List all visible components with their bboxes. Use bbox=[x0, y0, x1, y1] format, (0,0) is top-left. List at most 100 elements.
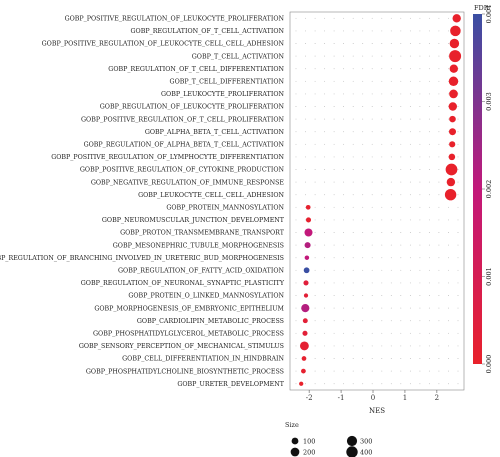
grid-dot bbox=[333, 206, 335, 208]
grid-dot bbox=[295, 219, 297, 221]
grid-dot bbox=[343, 194, 345, 196]
grid-dot bbox=[400, 93, 402, 95]
grid-dot bbox=[390, 307, 392, 309]
grid-dot bbox=[314, 181, 316, 183]
grid-dot bbox=[390, 320, 392, 322]
grid-dot bbox=[305, 194, 306, 196]
grid-dot bbox=[448, 307, 449, 309]
grid-dot bbox=[362, 17, 364, 19]
grid-dot bbox=[324, 383, 326, 385]
grid-dot bbox=[352, 156, 354, 158]
grid-dot bbox=[409, 232, 411, 233]
grid-dot bbox=[295, 80, 297, 82]
grid-dot bbox=[448, 17, 449, 19]
grid-dot bbox=[314, 68, 316, 70]
grid-dot bbox=[419, 307, 421, 309]
grid-dot bbox=[295, 194, 297, 196]
data-point bbox=[299, 381, 304, 386]
grid-dot bbox=[371, 43, 373, 44]
grid-dot bbox=[457, 244, 459, 246]
grid-dot bbox=[324, 43, 326, 44]
grid-dot bbox=[428, 282, 430, 284]
grid-dot bbox=[324, 106, 326, 107]
grid-dot bbox=[428, 295, 430, 296]
grid-dot bbox=[381, 93, 383, 95]
grid-dot bbox=[343, 370, 345, 372]
grid-dot bbox=[400, 80, 402, 82]
grid-dot bbox=[381, 320, 383, 322]
grid-dot bbox=[333, 156, 335, 158]
grid-dot bbox=[419, 17, 421, 19]
category-label: GOBP_NEGATIVE_REGULATION_OF_IMMUNE_RESPO… bbox=[91, 179, 285, 186]
grid-dot bbox=[390, 143, 392, 145]
grid-dot bbox=[352, 383, 354, 385]
grid-dot bbox=[295, 383, 297, 385]
grid-dot bbox=[314, 93, 316, 95]
grid-dot bbox=[438, 383, 440, 385]
grid-dot bbox=[314, 295, 316, 296]
grid-dot bbox=[400, 358, 402, 359]
grid-dot bbox=[314, 206, 316, 208]
grid-dot bbox=[448, 282, 449, 284]
grid-dot bbox=[362, 156, 364, 158]
grid-dot bbox=[428, 232, 430, 233]
grid-dot bbox=[448, 332, 449, 334]
grid-dot bbox=[390, 295, 392, 296]
grid-dot bbox=[400, 320, 402, 322]
grid-dot bbox=[305, 55, 306, 57]
grid-dot bbox=[381, 169, 383, 170]
grid-dot bbox=[362, 269, 364, 271]
grid-dot bbox=[305, 219, 306, 221]
grid-dot bbox=[333, 332, 335, 334]
grid-dot bbox=[428, 307, 430, 309]
grid-dot bbox=[438, 358, 440, 359]
grid-dot bbox=[362, 43, 364, 44]
grid-dot bbox=[390, 332, 392, 334]
grid-dot bbox=[362, 282, 364, 284]
size-legend-label: 400 bbox=[360, 448, 372, 456]
grid-dot bbox=[343, 30, 345, 32]
grid-dot bbox=[295, 17, 297, 19]
grid-dot bbox=[381, 181, 383, 183]
plot-panel bbox=[289, 11, 465, 391]
grid-dot bbox=[390, 30, 392, 32]
grid-dot bbox=[352, 295, 354, 296]
category-label: GOBP_PROTEIN_MANNOSYLATION bbox=[166, 205, 284, 212]
grid-dot bbox=[324, 269, 326, 271]
grid-dot bbox=[448, 295, 449, 296]
size-legend: 100 200 300 400 bbox=[290, 435, 372, 457]
grid-dot bbox=[448, 257, 449, 259]
grid-dot bbox=[371, 93, 373, 95]
grid-dot bbox=[457, 295, 459, 296]
category-label: GOBP_REGULATION_OF_NEURONAL_SYNAPTIC_PLA… bbox=[81, 280, 285, 287]
grid-dot bbox=[295, 320, 297, 322]
grid-dot bbox=[400, 30, 402, 32]
category-label: GOBP_REGULATION_OF_T_CELL_DIFFERENTIATIO… bbox=[108, 66, 284, 73]
category-label: GOBP_PROTEIN_O_LINKED_MANNOSYLATION bbox=[128, 293, 284, 300]
grid-dot bbox=[390, 169, 392, 170]
grid-dot bbox=[438, 55, 440, 57]
grid-dot bbox=[352, 206, 354, 208]
grid-dot bbox=[362, 30, 364, 32]
grid-dot bbox=[314, 143, 316, 145]
grid-dot bbox=[400, 181, 402, 183]
grid-dot bbox=[324, 156, 326, 158]
size-legend-label: 100 bbox=[303, 437, 315, 445]
data-point bbox=[304, 255, 310, 260]
grid-dot bbox=[352, 244, 354, 246]
grid-dot bbox=[390, 118, 392, 120]
grid-dot bbox=[343, 307, 345, 309]
grid-dot bbox=[371, 131, 373, 133]
grid-dot bbox=[314, 282, 316, 284]
category-label: GOBP_REGULATION_OF_ALPHA_BETA_T_CELL_ACT… bbox=[84, 142, 285, 149]
grid-dot bbox=[457, 169, 459, 170]
grid-dot bbox=[457, 181, 459, 183]
grid-dot bbox=[305, 131, 306, 133]
grid-dot bbox=[419, 181, 421, 183]
grid-dot bbox=[400, 370, 402, 372]
grid-dot bbox=[343, 269, 345, 271]
grid-dot bbox=[409, 30, 411, 32]
grid-dot bbox=[381, 143, 383, 145]
data-point bbox=[301, 356, 307, 361]
grid-dot bbox=[324, 17, 326, 19]
